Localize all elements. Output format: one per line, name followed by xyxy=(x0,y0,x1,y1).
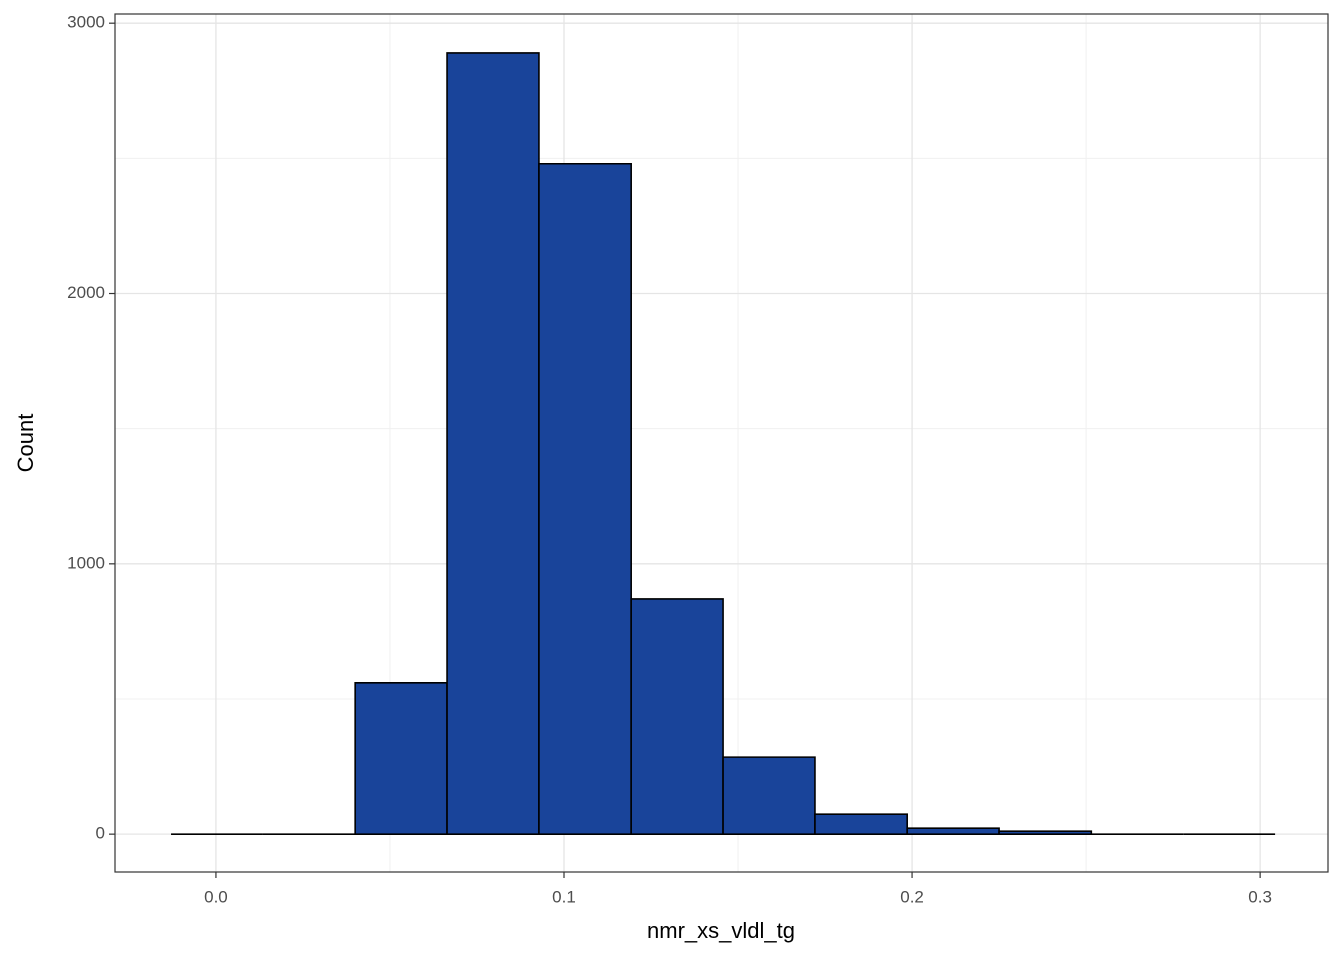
x-tick-label: 0.1 xyxy=(552,887,576,906)
bar xyxy=(814,813,908,835)
y-axis-title: Count xyxy=(13,414,38,473)
y-tick-label: 1000 xyxy=(67,553,105,572)
bar xyxy=(722,756,816,835)
y-tick-label: 2000 xyxy=(67,283,105,302)
bars xyxy=(171,52,1276,835)
x-tick-label: 0.0 xyxy=(204,887,228,906)
bar xyxy=(998,830,1093,835)
bar xyxy=(630,598,724,835)
x-tick-label: 0.3 xyxy=(1248,887,1272,906)
bar xyxy=(906,827,1000,835)
x-tick-label: 0.2 xyxy=(900,887,924,906)
y-tick-label: 3000 xyxy=(67,13,105,32)
bar xyxy=(354,681,448,835)
bar xyxy=(446,52,540,835)
bar xyxy=(538,162,632,835)
grid xyxy=(115,14,1328,872)
x-axis-title: nmr_xs_vldl_tg xyxy=(647,918,795,943)
y-tick-label: 0 xyxy=(96,824,105,843)
panel-border xyxy=(114,13,1329,873)
